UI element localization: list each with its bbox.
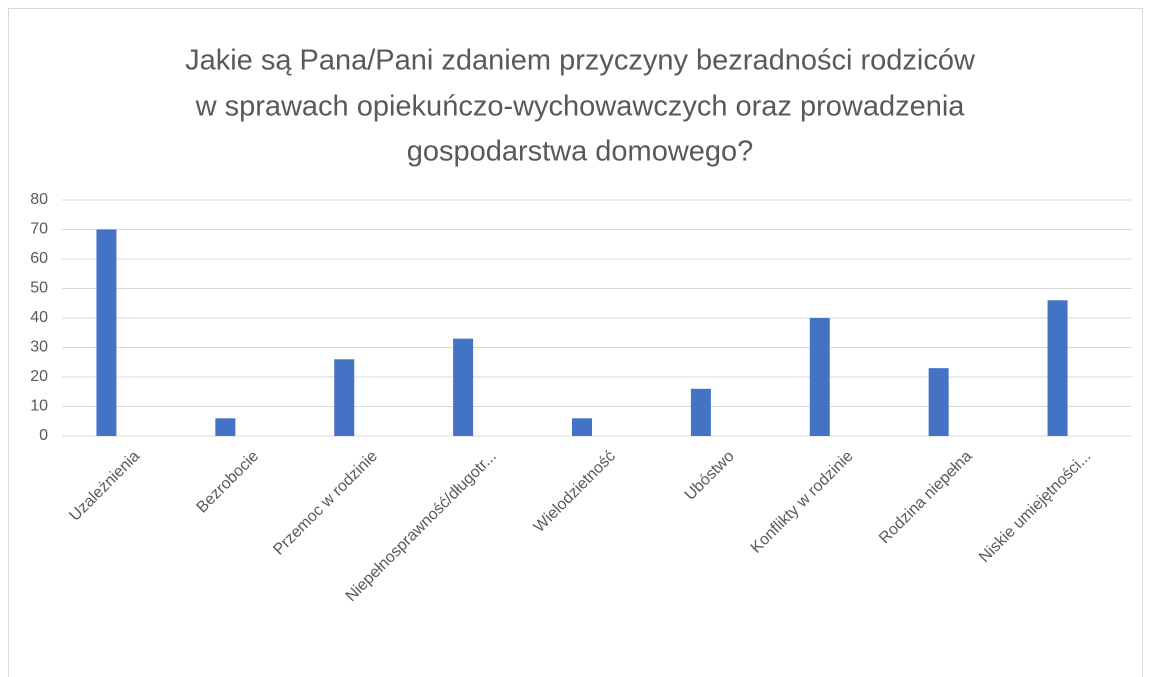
bar xyxy=(453,338,474,436)
y-tick-label: 80 xyxy=(30,191,48,208)
bar xyxy=(928,368,949,436)
y-tick-label: 30 xyxy=(30,339,48,356)
bar xyxy=(690,388,711,436)
bar xyxy=(334,359,355,436)
bar xyxy=(215,418,236,436)
y-tick-label: 70 xyxy=(30,221,48,238)
bar xyxy=(572,418,592,436)
bar xyxy=(809,318,830,436)
chart-title: gospodarstwa domowego? xyxy=(407,136,754,168)
bar xyxy=(1047,300,1068,436)
chart-title: w sprawach opiekuńczo-wychowawczych oraz… xyxy=(195,91,966,123)
chart-title: Jakie są Pana/Pani zdaniem przyczyny bez… xyxy=(185,45,976,77)
y-tick-label: 40 xyxy=(30,309,48,326)
y-tick-label: 10 xyxy=(30,398,48,415)
y-tick-label: 0 xyxy=(39,427,48,444)
chart-frame xyxy=(8,8,1143,677)
y-tick-label: 20 xyxy=(30,368,48,385)
y-tick-label: 60 xyxy=(30,250,48,267)
bar xyxy=(96,229,117,436)
y-tick-label: 50 xyxy=(30,280,48,297)
